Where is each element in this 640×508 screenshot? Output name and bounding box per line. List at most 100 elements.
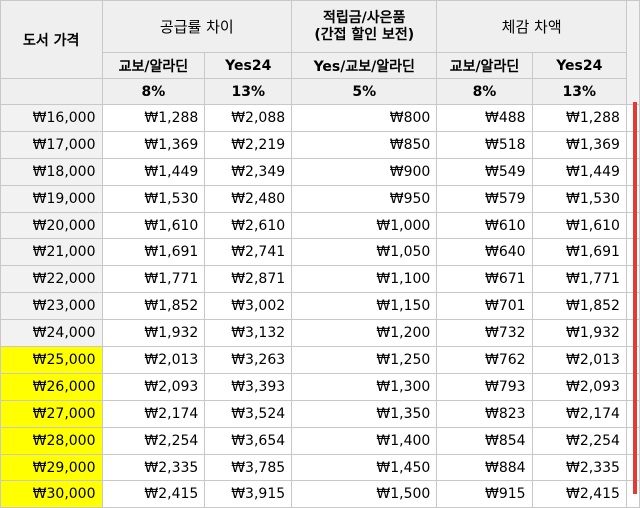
cell-perceived-yes24[interactable]: ₩1,691 (531, 238, 627, 267)
cell-perceived-kyobo[interactable]: ₩701 (436, 292, 533, 321)
cell-book-price[interactable]: ₩23,000 (0, 292, 103, 321)
cell-book-price[interactable]: ₩16,000 (0, 104, 103, 132)
header-supply-diff[interactable]: 공급률 차이 (101, 0, 293, 53)
cell-supply-yes24[interactable]: ₩2,088 (204, 104, 293, 132)
cell-book-price[interactable]: ₩30,000 (0, 480, 103, 508)
cell-book-price[interactable]: ₩24,000 (0, 319, 103, 348)
cell-perceived-yes24[interactable]: ₩1,932 (531, 319, 627, 348)
percent-perceived-kyobo[interactable]: 8% (436, 78, 533, 105)
cell-book-price[interactable]: ₩17,000 (0, 130, 103, 159)
cell-supply-kyobo[interactable]: ₩1,530 (101, 184, 206, 213)
cell-supply-yes24[interactable]: ₩3,654 (204, 426, 293, 455)
cell-points[interactable]: ₩950 (291, 184, 438, 213)
cell-perceived-yes24[interactable]: ₩2,415 (531, 480, 627, 508)
subheader-perceived-kyobo[interactable]: 교보/알라딘 (436, 52, 533, 79)
cell-perceived-yes24[interactable]: ₩1,449 (531, 157, 627, 186)
cell-perceived-kyobo[interactable]: ₩762 (436, 346, 533, 374)
cell-book-price[interactable]: ₩21,000 (0, 238, 103, 267)
cell-book-price[interactable]: ₩25,000 (0, 346, 103, 374)
cell-points[interactable]: ₩850 (291, 130, 438, 159)
percent-supply-yes24[interactable]: 13% (204, 78, 293, 105)
cell-supply-yes24[interactable]: ₩3,132 (204, 319, 293, 348)
cell-supply-yes24[interactable]: ₩3,263 (204, 346, 293, 374)
cell-book-price[interactable]: ₩19,000 (0, 184, 103, 213)
cell-points[interactable]: ₩1,100 (291, 265, 438, 294)
cell-supply-kyobo[interactable]: ₩2,174 (101, 399, 206, 428)
cell-points[interactable]: ₩1,350 (291, 399, 438, 428)
cell-perceived-yes24[interactable]: ₩1,771 (531, 265, 627, 294)
cell-perceived-kyobo[interactable]: ₩488 (436, 104, 533, 132)
cell-perceived-yes24[interactable]: ₩2,093 (531, 372, 627, 401)
cell-perceived-yes24[interactable]: ₩2,254 (531, 426, 627, 455)
cell-perceived-kyobo[interactable]: ₩671 (436, 265, 533, 294)
cell-supply-kyobo[interactable]: ₩2,415 (101, 480, 206, 508)
cell-perceived-yes24[interactable]: ₩2,174 (531, 399, 627, 428)
cell-book-price[interactable]: ₩29,000 (0, 453, 103, 482)
cell-points[interactable]: ₩1,000 (291, 211, 438, 240)
cell-supply-yes24[interactable]: ₩3,393 (204, 372, 293, 401)
cell-supply-kyobo[interactable]: ₩1,771 (101, 265, 206, 294)
cell-perceived-yes24[interactable]: ₩2,013 (531, 346, 627, 374)
cell-points[interactable]: ₩1,400 (291, 426, 438, 455)
cell-perceived-kyobo[interactable]: ₩854 (436, 426, 533, 455)
cell-points[interactable]: ₩900 (291, 157, 438, 186)
cell-book-price[interactable]: ₩26,000 (0, 372, 103, 401)
cell-supply-yes24[interactable]: ₩2,349 (204, 157, 293, 186)
cell-perceived-kyobo[interactable]: ₩579 (436, 184, 533, 213)
cell-points[interactable]: ₩1,300 (291, 372, 438, 401)
cell-perceived-kyobo[interactable]: ₩732 (436, 319, 533, 348)
header-points[interactable]: 적립금/사은품 (간접 할인 보전) (291, 0, 438, 53)
cell-points[interactable]: ₩1,200 (291, 319, 438, 348)
percent-perceived-yes24[interactable]: 13% (531, 78, 627, 105)
percent-supply-kyobo[interactable]: 8% (101, 78, 206, 105)
percent-row-blank[interactable] (0, 78, 103, 105)
cell-supply-kyobo[interactable]: ₩2,254 (101, 426, 206, 455)
cell-book-price[interactable]: ₩20,000 (0, 211, 103, 240)
subheader-perceived-yes24[interactable]: Yes24 (531, 52, 627, 79)
cell-perceived-kyobo[interactable]: ₩640 (436, 238, 533, 267)
subheader-supply-yes24[interactable]: Yes24 (204, 52, 293, 79)
cell-supply-yes24[interactable]: ₩2,480 (204, 184, 293, 213)
cell-points[interactable]: ₩1,450 (291, 453, 438, 482)
cell-book-price[interactable]: ₩28,000 (0, 426, 103, 455)
cell-supply-yes24[interactable]: ₩3,915 (204, 480, 293, 508)
cell-perceived-yes24[interactable]: ₩1,288 (531, 104, 627, 132)
cell-supply-yes24[interactable]: ₩3,002 (204, 292, 293, 321)
cell-supply-kyobo[interactable]: ₩2,335 (101, 453, 206, 482)
cell-supply-kyobo[interactable]: ₩2,013 (101, 346, 206, 374)
cell-perceived-kyobo[interactable]: ₩549 (436, 157, 533, 186)
subheader-supply-kyobo[interactable]: 교보/알라딘 (101, 52, 206, 79)
header-perceived-diff[interactable]: 체감 차액 (436, 0, 627, 53)
cell-supply-yes24[interactable]: ₩2,610 (204, 211, 293, 240)
cell-supply-yes24[interactable]: ₩3,524 (204, 399, 293, 428)
cell-perceived-yes24[interactable]: ₩1,530 (531, 184, 627, 213)
cell-supply-yes24[interactable]: ₩2,741 (204, 238, 293, 267)
cell-perceived-yes24[interactable]: ₩2,335 (531, 453, 627, 482)
cell-perceived-yes24[interactable]: ₩1,610 (531, 211, 627, 240)
cell-perceived-yes24[interactable]: ₩1,852 (531, 292, 627, 321)
cell-supply-kyobo[interactable]: ₩1,852 (101, 292, 206, 321)
cell-points[interactable]: ₩800 (291, 104, 438, 132)
cell-perceived-kyobo[interactable]: ₩884 (436, 453, 533, 482)
cell-supply-yes24[interactable]: ₩3,785 (204, 453, 293, 482)
cell-points[interactable]: ₩1,500 (291, 480, 438, 508)
cell-perceived-kyobo[interactable]: ₩915 (436, 480, 533, 508)
percent-points[interactable]: 5% (291, 78, 438, 105)
cell-perceived-kyobo[interactable]: ₩518 (436, 130, 533, 159)
cell-points[interactable]: ₩1,150 (291, 292, 438, 321)
cell-supply-kyobo[interactable]: ₩1,449 (101, 157, 206, 186)
cell-perceived-kyobo[interactable]: ₩793 (436, 372, 533, 401)
cell-supply-yes24[interactable]: ₩2,871 (204, 265, 293, 294)
cell-perceived-yes24[interactable]: ₩1,369 (531, 130, 627, 159)
header-book-price[interactable]: 도서 가격 (0, 0, 103, 79)
cell-supply-kyobo[interactable]: ₩1,932 (101, 319, 206, 348)
cell-perceived-kyobo[interactable]: ₩823 (436, 399, 533, 428)
cell-points[interactable]: ₩1,250 (291, 346, 438, 374)
cell-supply-kyobo[interactable]: ₩2,093 (101, 372, 206, 401)
cell-supply-kyobo[interactable]: ₩1,288 (101, 104, 206, 132)
cell-points[interactable]: ₩1,050 (291, 238, 438, 267)
cell-book-price[interactable]: ₩27,000 (0, 399, 103, 428)
cell-book-price[interactable]: ₩18,000 (0, 157, 103, 186)
cell-supply-kyobo[interactable]: ₩1,610 (101, 211, 206, 240)
cell-supply-yes24[interactable]: ₩2,219 (204, 130, 293, 159)
